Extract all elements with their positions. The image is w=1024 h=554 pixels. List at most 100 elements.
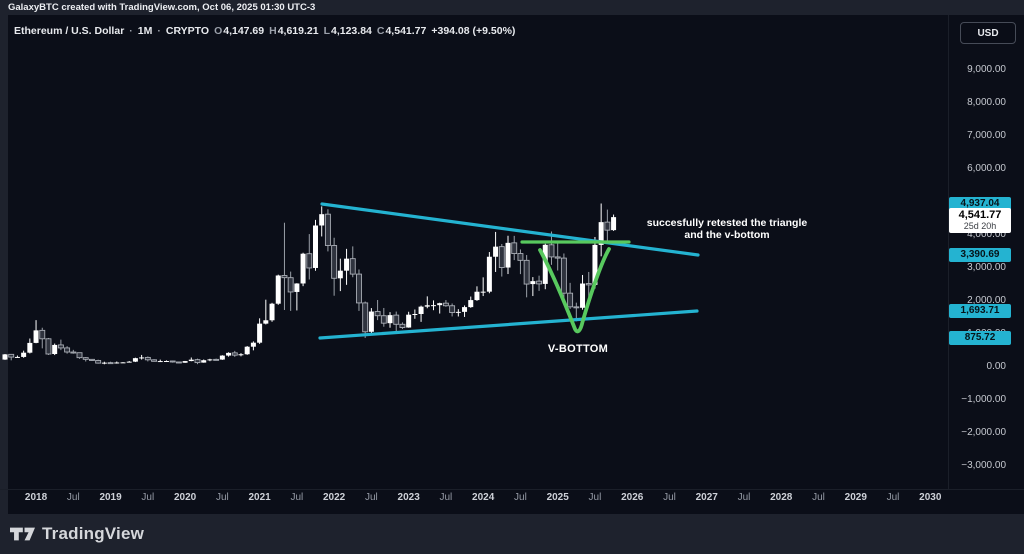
candle-body — [362, 302, 369, 333]
time-tick-label: Jul — [663, 492, 676, 503]
drawing-price-badge: 875.72 — [949, 331, 1011, 346]
time-tick-label: Jul — [588, 492, 602, 503]
candle-body — [462, 307, 468, 312]
candle-body — [399, 323, 406, 328]
time-tick-label: Jul — [737, 492, 751, 503]
currency-toggle-button[interactable]: USD — [960, 22, 1016, 44]
candle-body — [194, 359, 201, 364]
candle-body — [418, 306, 424, 315]
ohlc-open: O 4,147.69 — [214, 25, 265, 37]
candle-body — [231, 352, 238, 356]
price-tick-label: 4,000.00 — [967, 229, 1006, 240]
candle-body — [380, 315, 387, 324]
candle-body — [281, 275, 288, 279]
candle-body — [257, 323, 263, 343]
candle-body — [493, 246, 499, 257]
candle-body — [244, 346, 250, 355]
ohlc-high: H 4,619.21 — [269, 25, 319, 37]
drawing-price-badge: 3,390.69 — [949, 248, 1011, 263]
price-tick-label: 0.00 — [986, 361, 1006, 372]
candle-body — [132, 358, 138, 362]
retest-annotation[interactable]: succesfully retested the triangle and th… — [642, 217, 812, 241]
price-tick-label: 6,000.00 — [967, 163, 1006, 174]
candle-body — [349, 258, 356, 275]
candle-body — [76, 352, 83, 359]
candle-body — [207, 359, 213, 361]
candle-body — [107, 362, 114, 365]
price-tick-label: 3,000.00 — [967, 262, 1006, 273]
tradingview-logo-text[interactable]: TradingView — [42, 524, 145, 543]
candle-body — [294, 283, 300, 292]
current-price-badge: 4,541.77 25d 20h — [949, 208, 1011, 234]
candle-body — [169, 360, 176, 363]
time-tick-label: Jul — [290, 492, 304, 503]
candle-body — [226, 352, 232, 356]
symbol-name[interactable]: Ethereum / U.S. Dollar — [14, 25, 125, 37]
time-tick-label: Jul — [886, 492, 900, 503]
candle-body — [344, 258, 350, 271]
candle-body — [287, 277, 294, 293]
candle-body — [82, 357, 89, 360]
candle-body — [511, 242, 518, 254]
change-value: +394.08 (+9.50%) — [431, 25, 516, 37]
candle-body — [175, 361, 182, 364]
candle-body — [313, 225, 318, 268]
candle-body — [263, 320, 269, 324]
time-tick-label: 2028 — [770, 492, 793, 503]
time-tick-label: 2029 — [844, 492, 867, 503]
candle-body — [498, 246, 505, 268]
candle-body — [45, 338, 52, 355]
candle-body — [455, 311, 461, 313]
candle-body — [393, 314, 400, 325]
watermark-bar: GalaxyBTC created with TradingView.com, … — [0, 0, 1024, 15]
candle-body — [64, 347, 71, 353]
time-tick-label: Jul — [141, 492, 155, 503]
candle-body — [554, 256, 561, 259]
v-bottom-label[interactable]: V-BOTTOM — [547, 343, 609, 355]
price-tick-label: 2,000.00 — [967, 295, 1006, 306]
time-tick-label: 2020 — [173, 492, 197, 503]
trendline-lower[interactable] — [318, 309, 699, 340]
price-tick-label: 8,000.00 — [967, 97, 1006, 108]
time-tick-label: Jul — [215, 492, 229, 503]
candle-body — [95, 360, 102, 364]
candle-body — [120, 362, 126, 364]
tradingview-logo-icon[interactable] — [10, 524, 35, 544]
chart-left-edge — [0, 15, 8, 514]
time-tick-label: Jul — [439, 492, 453, 503]
candle-body — [387, 315, 393, 324]
candle-body — [52, 344, 58, 354]
candle-body — [219, 355, 225, 360]
price-axis-separator — [948, 15, 949, 489]
candle-body — [14, 356, 20, 358]
candle-body — [430, 305, 436, 307]
ohlc-close: C 4,541.77 — [376, 25, 427, 37]
candle-body — [213, 358, 220, 361]
time-tick-label: 2019 — [99, 492, 122, 503]
time-tick-label: 2018 — [24, 492, 48, 503]
candle-body — [374, 311, 381, 317]
v-bottom-shape[interactable] — [538, 247, 611, 334]
time-tick-label: Jul — [364, 492, 378, 503]
trendline-upper[interactable] — [320, 202, 700, 257]
candle-body — [449, 305, 456, 313]
time-tick-label: 2026 — [621, 492, 644, 503]
symbol-header: Ethereum / U.S. Dollar · 1M · CRYPTO O 4… — [14, 24, 515, 38]
interval-label[interactable]: 1M — [137, 25, 153, 37]
candle-body — [306, 253, 313, 269]
candle-body — [57, 344, 64, 349]
candles — [2, 203, 617, 365]
candle-body — [201, 360, 207, 363]
candle-body — [536, 280, 543, 285]
candle-body — [319, 214, 325, 226]
time-tick-label: 2023 — [397, 492, 420, 503]
candle-body — [548, 244, 555, 258]
candle-body — [88, 358, 95, 361]
candle-body — [33, 330, 39, 343]
candle-body — [598, 222, 604, 245]
candle-body — [437, 303, 443, 306]
separator-dot: · — [157, 25, 161, 37]
retest-annotation-line2: and the v-bottom — [684, 229, 770, 241]
